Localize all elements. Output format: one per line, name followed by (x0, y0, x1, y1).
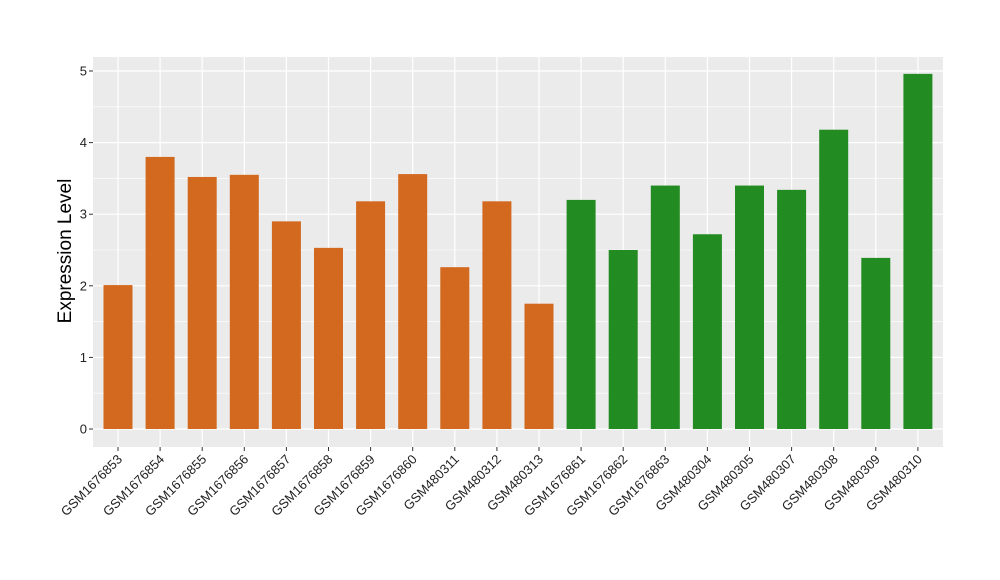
y-axis: 0 1 2 3 4 5 (80, 64, 93, 437)
y-tick-label: 3 (80, 207, 87, 222)
bar-GSM480308 (819, 129, 849, 429)
bars (103, 73, 933, 430)
bar-GSM480313 (524, 303, 554, 429)
bar-GSM1676859 (356, 201, 386, 429)
y-axis-title: Expression Level (55, 179, 76, 324)
bar-GSM480309 (861, 257, 891, 429)
bar-GSM1676860 (398, 174, 428, 429)
y-tick-label: 4 (80, 135, 87, 150)
y-tick-label: 0 (80, 422, 87, 437)
bar-GSM480311 (440, 267, 470, 429)
bar-GSM1676853 (103, 285, 133, 429)
plot-panel (93, 57, 943, 447)
bar-GSM480312 (482, 201, 512, 429)
y-tick-label: 1 (80, 350, 87, 365)
bar-GSM1676861 (566, 199, 596, 429)
bar-GSM1676855 (187, 176, 217, 429)
bar-GSM1676856 (229, 174, 259, 429)
bar-GSM480310 (903, 73, 933, 429)
bar-GSM1676858 (314, 247, 343, 429)
y-tick-label: 2 (80, 278, 87, 293)
bar-GSM1676857 (271, 221, 301, 429)
bar-GSM1676863 (650, 185, 680, 429)
bar-GSM1676862 (608, 250, 638, 429)
bar-GSM480304 (692, 234, 722, 429)
y-tick-label: 5 (80, 64, 87, 79)
bar-GSM1676854 (145, 156, 175, 430)
x-axis: GSM1676853GSM1676854GSM1676855GSM1676856… (58, 447, 925, 519)
bar-GSM480305 (735, 185, 764, 429)
bar-GSM480307 (777, 189, 807, 429)
